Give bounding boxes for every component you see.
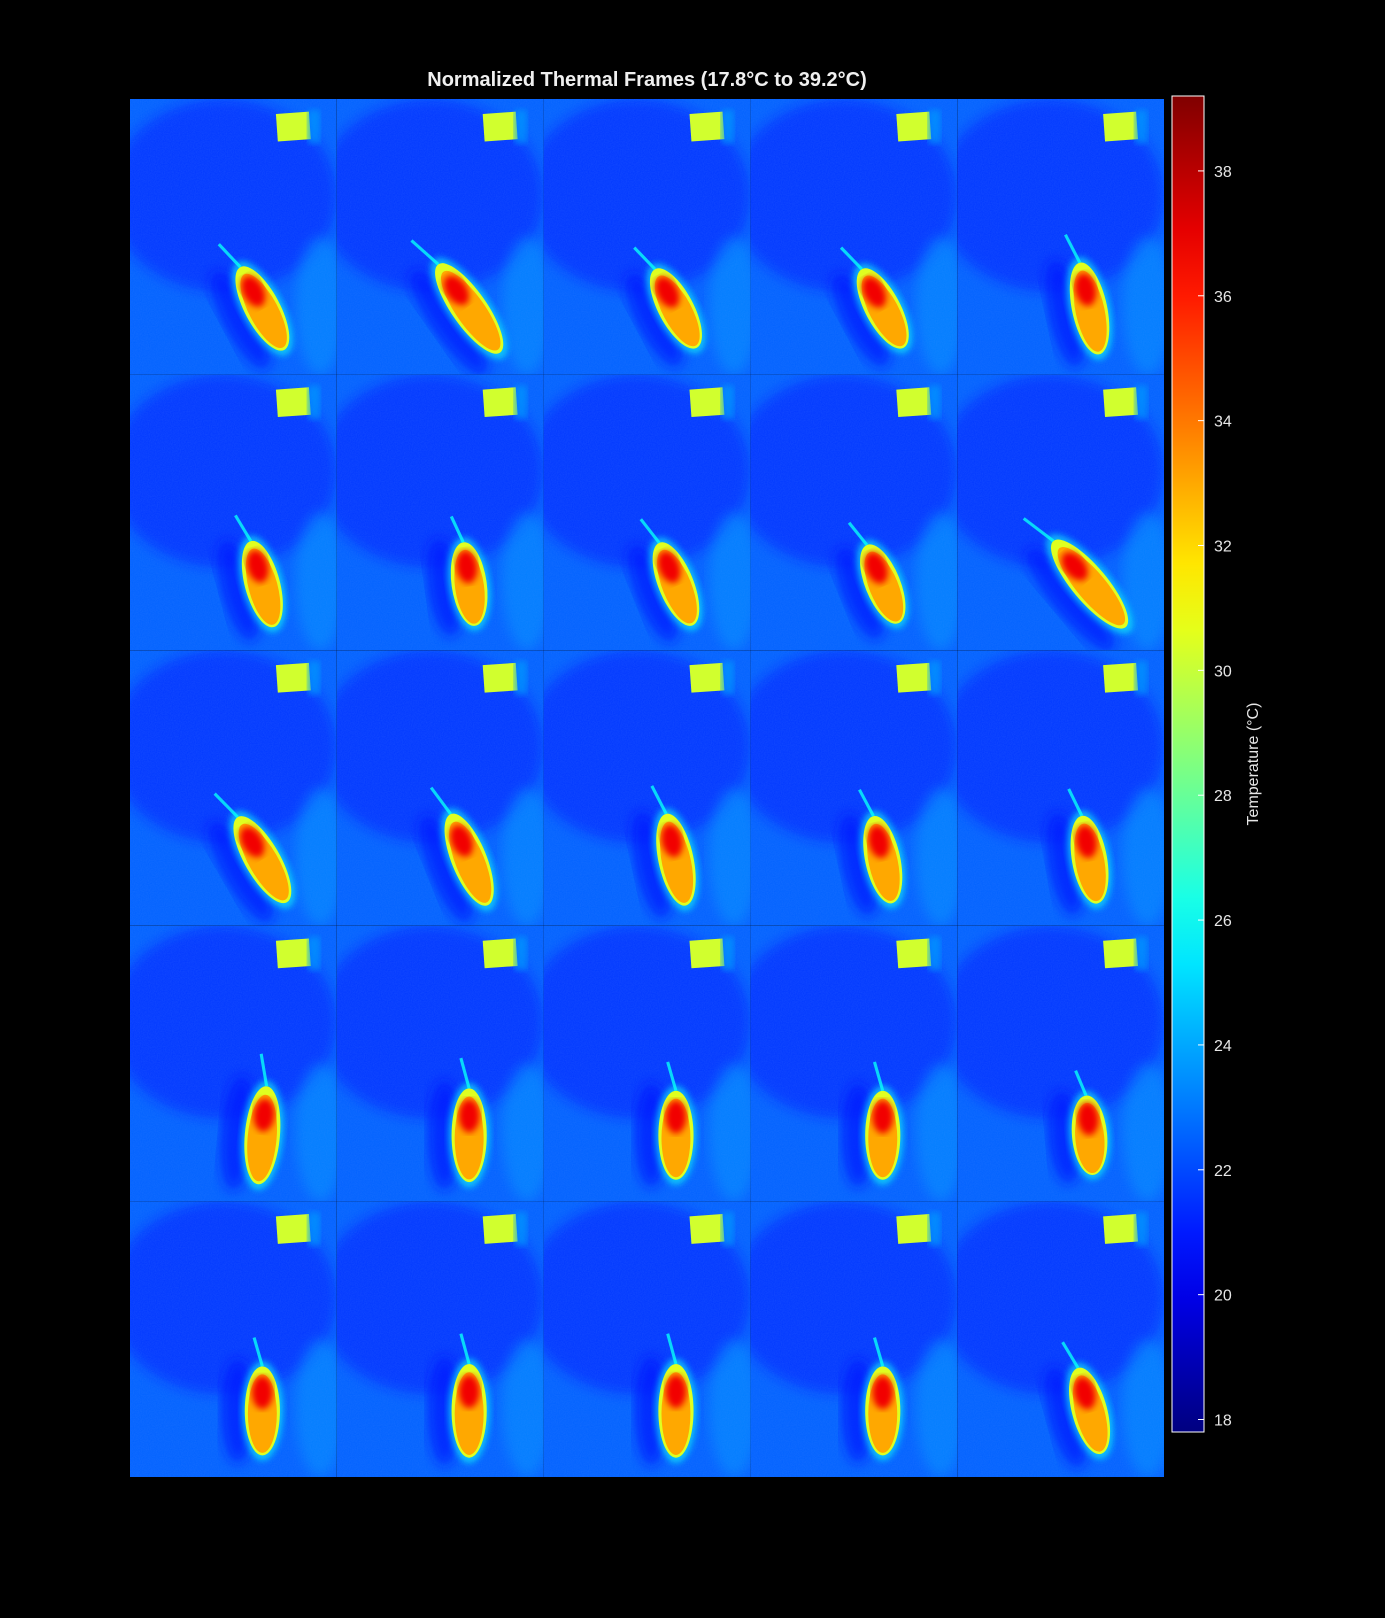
thermal-frame [957,925,1164,1202]
reference-block [275,1214,311,1244]
reference-block [896,111,932,142]
reference-block [1103,1214,1139,1244]
reference-block [482,111,518,142]
thermal-frame [336,925,544,1202]
animal-hotspot [1047,1070,1111,1185]
thermal-frame [543,650,751,926]
colorbar-tick-label: 24 [1214,1038,1232,1055]
reference-block [482,387,518,418]
reference-block [1103,387,1139,418]
thermal-frame [957,99,1164,375]
animal-hotspot [1022,517,1133,651]
colorbar-label: Temperature (°C) [1245,703,1262,826]
colorbar-tick-label: 36 [1214,289,1232,306]
colorbar-tick-label: 34 [1214,414,1232,431]
thermal-frame [130,99,337,375]
animal-hotspot [841,1061,904,1188]
thermal-frame [750,925,958,1202]
animal-hotspot [832,246,913,367]
reference-block [1103,111,1139,142]
reference-block [482,938,518,969]
animal-hotspot [841,1337,904,1464]
animal-hotspot [427,1333,490,1466]
reference-block [275,387,311,418]
thermal-frames-montage [130,99,1164,1477]
thermal-frame [957,374,1164,651]
thermal-frame [336,99,544,375]
thermal-frame [336,374,544,651]
animal-hotspot [631,785,699,919]
colorbar-tick-label: 26 [1214,913,1232,930]
reference-block [896,938,932,969]
thermal-frame [957,650,1164,926]
animal-hotspot [634,1061,697,1188]
animal-hotspot [217,514,287,642]
reference-block [1103,662,1139,693]
thermal-frame [750,650,958,926]
animal-hotspot [220,1337,284,1464]
animal-hotspot [625,246,706,367]
reference-block [689,111,725,142]
animal-hotspot [210,243,293,370]
animal-hotspot [1046,788,1112,916]
animal-hotspot [1045,233,1113,368]
reference-block [482,662,518,693]
chart-title: Normalized Thermal Frames (17.8°C to 39.… [427,69,867,91]
animal-hotspot [426,515,491,637]
colorbar-gradient [1171,95,1205,1433]
reference-block [689,938,725,969]
animal-hotspot [835,521,909,640]
thermal-frame [750,374,958,651]
thermal-frame [543,1201,751,1477]
colorbar-tick-label: 30 [1214,663,1232,680]
thermal-frame [336,1201,544,1477]
thermal-frame [957,1201,1164,1477]
animal-hotspot [634,1333,697,1466]
thermal-frame [543,374,751,651]
colorbar-tick-label: 22 [1214,1163,1232,1180]
thermal-frame [336,650,544,926]
colorbar: 18 20 22 24 26 28 30 32 34 36 38 Temperature (°C) [1171,95,1262,1433]
thermal-frame [750,99,958,375]
reference-block [689,1214,725,1244]
animal-hotspot [419,786,498,923]
reference-block [896,387,932,418]
reference-block [1103,938,1139,969]
animal-hotspot [838,788,906,917]
reference-block [275,938,311,969]
animal-hotspot [628,518,703,643]
colorbar-tick-label: 32 [1214,538,1232,555]
reference-block [482,1214,518,1244]
animal-hotspot [208,792,296,923]
thermal-frame [130,650,337,926]
thermal-frame [543,925,751,1202]
reference-block [689,662,725,693]
reference-block [275,662,311,693]
thermal-frame [750,1201,958,1477]
colorbar-tick-label: 18 [1214,1413,1232,1430]
thermal-frame [130,925,337,1202]
thermal-frame [130,374,337,651]
colorbar-tick-label: 38 [1214,164,1232,181]
reference-block [896,1214,932,1244]
reference-block [275,111,311,142]
animal-hotspot [427,1057,490,1191]
thermal-frame [543,99,751,375]
animal-hotspot [1044,1341,1114,1469]
thermal-frame [130,1201,337,1477]
reference-block [689,387,725,418]
animal-hotspot [220,1053,284,1191]
colorbar-tick-label: 28 [1214,788,1232,805]
reference-block [896,662,932,693]
colorbar-tick-label: 20 [1214,1288,1232,1305]
animal-hotspot [410,239,508,375]
